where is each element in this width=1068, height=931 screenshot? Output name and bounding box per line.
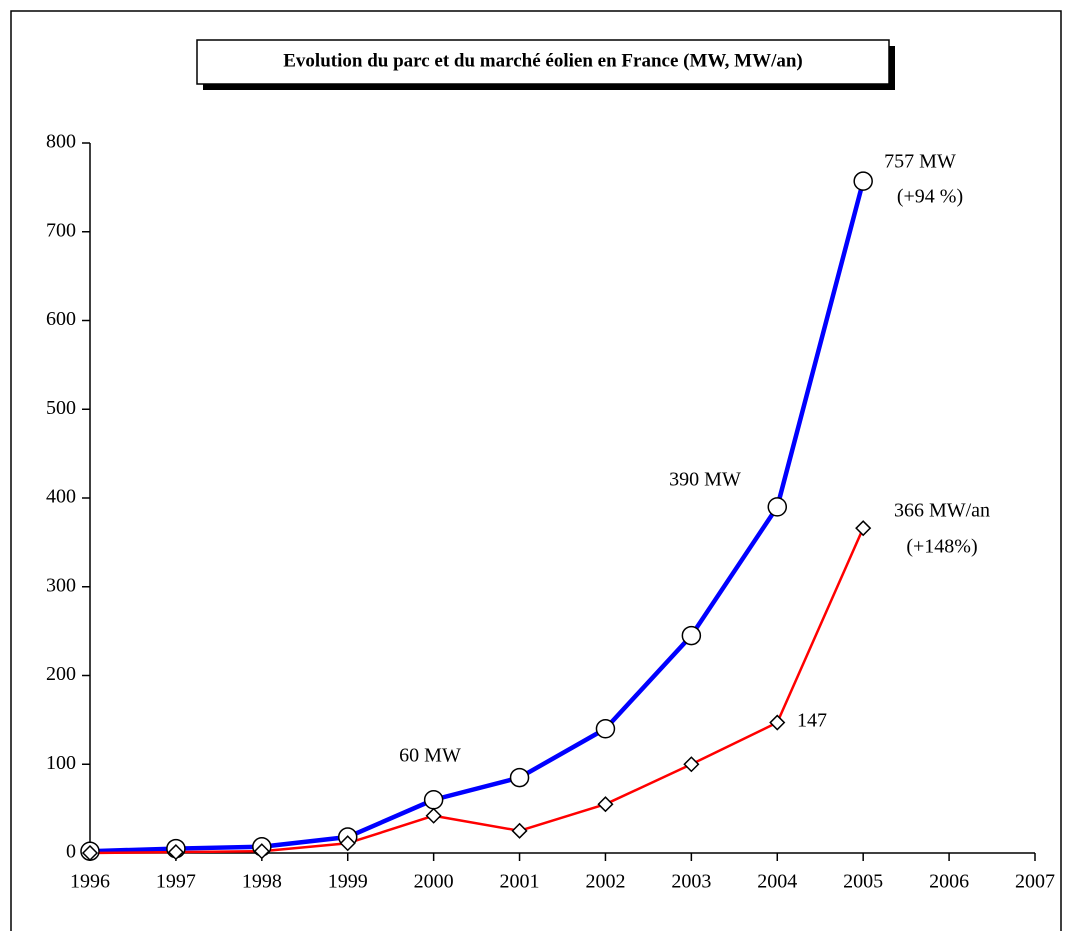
point (769, 714, 786, 731)
annotation: 147 (797, 710, 827, 732)
x-tick-label: 2001 (500, 871, 540, 893)
y-tick-label: 600 (46, 308, 76, 330)
x-tick-label: 2002 (585, 871, 625, 893)
point (595, 719, 616, 739)
y-tick-label: 500 (46, 397, 76, 419)
point (597, 796, 614, 813)
x-tick-label: 2005 (843, 871, 883, 893)
y-tick-label: 100 (46, 752, 76, 774)
annotation: 60 MW (399, 745, 461, 767)
x-tick-label: 2007 (1015, 871, 1055, 893)
annotation: (+148%) (906, 536, 977, 558)
point (253, 843, 270, 860)
point (81, 844, 99, 862)
y-tick-label: 800 (46, 131, 76, 153)
point (681, 625, 702, 646)
series-line (89, 180, 866, 854)
x-tick-label: 1997 (156, 871, 196, 893)
annotation: 757 MW (884, 151, 956, 173)
x-tick-label: 2003 (671, 871, 711, 893)
point (425, 807, 442, 824)
point (167, 844, 184, 861)
x-tick-label: 2000 (414, 871, 454, 893)
point (683, 756, 700, 773)
point (423, 790, 444, 810)
x-tick-label: 1999 (328, 871, 368, 893)
title-box (196, 39, 890, 85)
x-tick-label: 1996 (70, 871, 110, 893)
point (767, 497, 788, 517)
y-tick-label: 400 (46, 486, 76, 508)
chart-border (10, 10, 1062, 931)
chart-title: Evolution du parc et du marché éolien en… (283, 50, 803, 71)
x-tick-label: 1998 (242, 871, 282, 893)
y-tick-label: 0 (66, 841, 76, 863)
annotation: (+94 %) (897, 186, 963, 208)
point (855, 520, 872, 537)
point (853, 171, 873, 191)
point (509, 767, 530, 788)
y-tick-label: 300 (46, 574, 76, 596)
y-tick-label: 700 (46, 219, 76, 241)
point (511, 822, 528, 839)
annotation: 366 MW/an (894, 500, 990, 522)
annotation: 390 MW (669, 469, 741, 491)
point (339, 835, 356, 852)
y-tick-label: 200 (46, 663, 76, 685)
x-tick-label: 2004 (757, 871, 797, 893)
x-tick-label: 2006 (929, 871, 969, 893)
series-line (89, 527, 865, 855)
